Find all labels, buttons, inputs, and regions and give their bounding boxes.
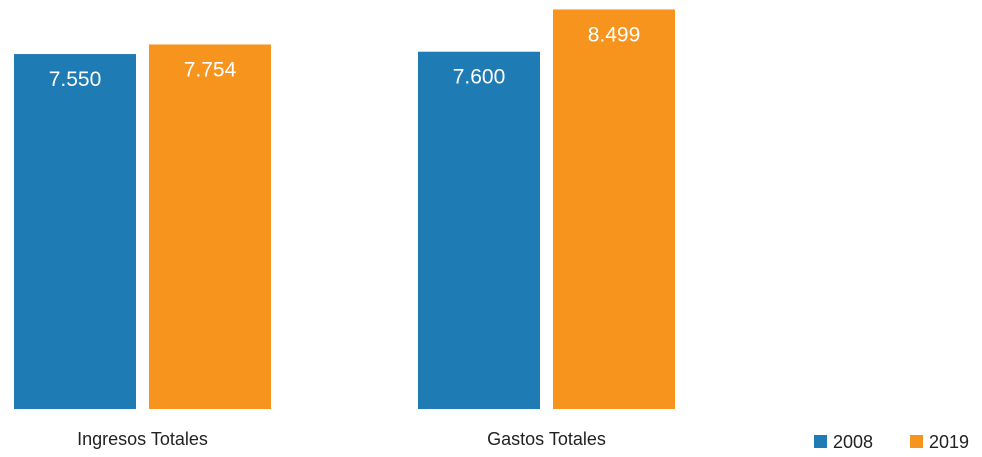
legend-label-2008: 2008 bbox=[833, 432, 873, 452]
legend-label-2019: 2019 bbox=[929, 432, 969, 452]
bar-labels-group: 7.550 7.754 7.600 8.499 bbox=[49, 23, 641, 91]
category-label: Ingresos Totales bbox=[77, 429, 208, 449]
legend: 2008 2019 bbox=[814, 432, 969, 452]
legend-swatch-2019 bbox=[910, 435, 923, 448]
bar-2008-ingresos bbox=[14, 54, 136, 409]
legend-swatch-2008 bbox=[814, 435, 827, 448]
bar-value-label: 7.754 bbox=[184, 58, 237, 81]
bars-group bbox=[14, 9, 675, 410]
bar-2008-gastos bbox=[418, 51, 540, 409]
bar-2019-gastos bbox=[553, 9, 675, 409]
bar-2019-ingresos bbox=[149, 44, 271, 410]
bar-value-label: 7.550 bbox=[49, 68, 102, 91]
category-labels-group: Ingresos Totales Gastos Totales bbox=[77, 429, 606, 449]
bar-value-label: 7.600 bbox=[453, 66, 506, 89]
category-label: Gastos Totales bbox=[487, 429, 606, 449]
bar-value-label: 8.499 bbox=[588, 23, 641, 46]
